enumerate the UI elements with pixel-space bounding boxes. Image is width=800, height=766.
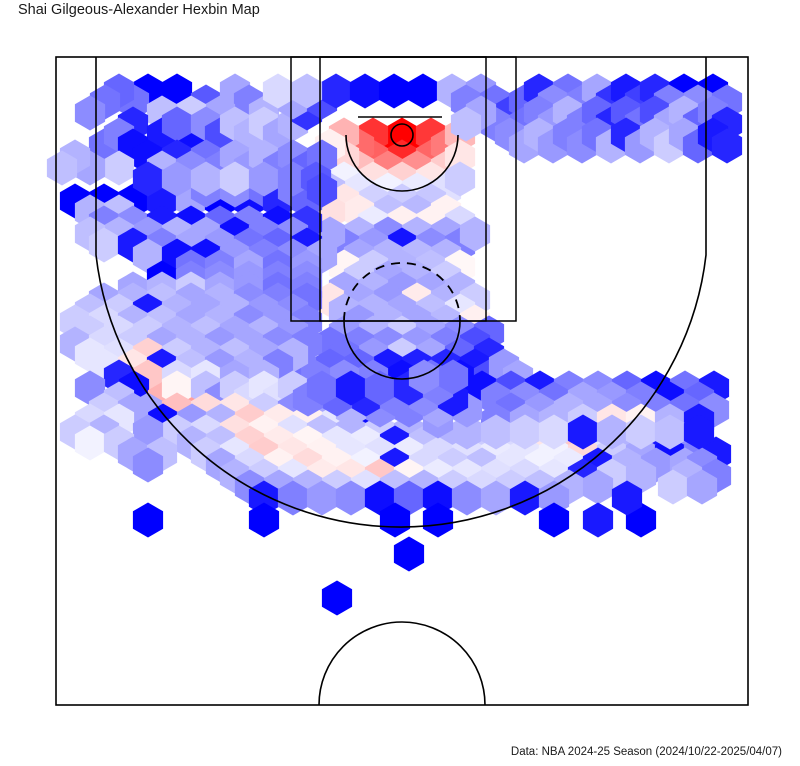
hexbin-cell (407, 73, 439, 109)
hexbin-cell (450, 106, 482, 142)
inner-paint (319, 56, 487, 322)
hexbin-cell (306, 370, 338, 406)
hexbin-cell (74, 425, 106, 461)
hexbin-cell (451, 480, 483, 516)
hexbin-cell (538, 480, 570, 516)
hexbin-cell (444, 161, 476, 197)
hexbin-cell (335, 370, 367, 406)
hexbin-cell (277, 161, 309, 197)
page-title: Shai Gilgeous-Alexander Hexbin Map (18, 2, 260, 18)
hexbin-cell (320, 73, 352, 109)
hexbin-cell (364, 370, 396, 406)
hexbin-cell (335, 480, 367, 516)
hexbin-cell (321, 580, 353, 616)
hoop (390, 123, 414, 147)
hexbin-cell (567, 414, 599, 450)
hexbin-cell (408, 359, 440, 395)
hexbin-cell (46, 150, 78, 186)
hexbin-cell (683, 414, 715, 450)
hexbin-cell (349, 73, 381, 109)
hexbin-cell (219, 161, 251, 197)
hexbin-cell (248, 161, 280, 197)
court-lines-layer (55, 56, 749, 706)
hexbin-cell (248, 502, 280, 538)
hexbin-cell (161, 370, 193, 406)
hexbin-cell (611, 480, 643, 516)
hexbin-cell (437, 359, 469, 395)
hexbin-layer (46, 73, 743, 616)
hexbin-cell (364, 480, 396, 516)
hexbin-cell (538, 414, 570, 450)
hexbin-cell (103, 150, 135, 186)
hexbin-cell (422, 480, 454, 516)
hexbin-cell (262, 73, 294, 109)
hexbin-cell (190, 161, 222, 197)
hexbin-cell (480, 480, 512, 516)
hexbin-cell (509, 480, 541, 516)
hexbin-cell (451, 414, 483, 450)
hexbin-cell (277, 480, 309, 516)
hexbin-cell (625, 414, 657, 450)
hexbin-cell (711, 128, 743, 164)
hexbin-cell (654, 414, 686, 450)
hexbin-cell (378, 73, 410, 109)
hexbin-cell (74, 95, 106, 131)
hexbin-cell (248, 480, 280, 516)
hexbin-cell (582, 502, 614, 538)
data-source-caption: Data: NBA 2024-25 Season (2024/10/22-202… (510, 746, 782, 758)
hexbin-cell (291, 73, 323, 109)
center-circle (318, 621, 486, 706)
hexbin-cell (132, 447, 164, 483)
hexbin-cell (132, 161, 164, 197)
restricted-area-arc (345, 134, 459, 192)
hexbin-cell (538, 502, 570, 538)
hexbin-cell (657, 469, 689, 505)
hexbin-cell (444, 139, 476, 175)
hexbin-cell (393, 536, 425, 572)
hexbin-cell (422, 502, 454, 538)
hexbin-cell (480, 414, 512, 450)
hexbin-cell (509, 414, 541, 450)
hexbin-cell (379, 502, 411, 538)
hexbin-cell (686, 469, 718, 505)
free-throw-circle-lower (343, 320, 461, 380)
three-point-line (95, 57, 707, 528)
hexbin-cell (596, 414, 628, 450)
hexbin-cell (582, 469, 614, 505)
hexbin-cell (306, 480, 338, 516)
hexbin-cell (306, 172, 338, 208)
hexbin-cell (161, 161, 193, 197)
hexbin-cell (459, 216, 491, 252)
hexbin-cell (132, 502, 164, 538)
hexbin-cell (161, 106, 193, 142)
